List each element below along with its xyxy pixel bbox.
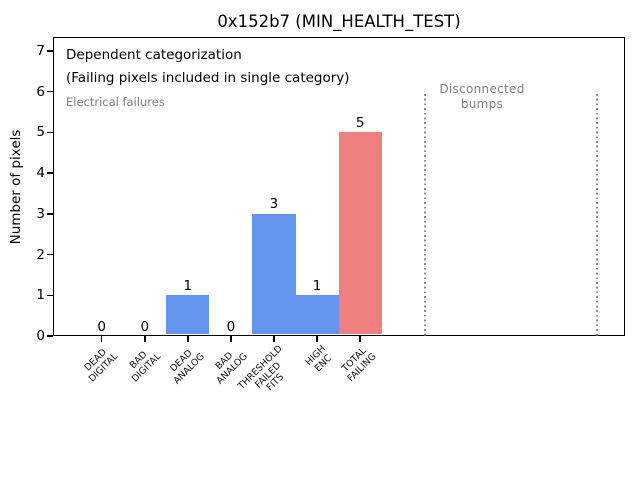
y-tick-label: 1 bbox=[36, 287, 45, 304]
x-tick-label: DEAD DIGITAL bbox=[82, 346, 121, 385]
y-tick-mark bbox=[46, 50, 53, 52]
bar bbox=[338, 132, 382, 335]
annotation-disconnected-bumps: Disconnected bumps bbox=[439, 82, 525, 111]
y-tick-label: 2 bbox=[36, 246, 45, 263]
y-tick-label: 4 bbox=[36, 165, 45, 182]
annotation-dependent-categorization: Dependent categorization bbox=[66, 47, 242, 63]
y-axis-label: Number of pixels bbox=[8, 129, 24, 245]
x-tick-mark bbox=[316, 336, 318, 342]
bar-value-label: 5 bbox=[355, 114, 365, 131]
bar-value-label: 0 bbox=[97, 318, 106, 335]
y-tick-label: 0 bbox=[36, 328, 45, 344]
x-tick-mark bbox=[359, 336, 361, 342]
y-tick-mark bbox=[46, 172, 53, 174]
annotation-failing-pixels-note: (Failing pixels included in single categ… bbox=[66, 70, 350, 86]
bar-value-label: 1 bbox=[312, 277, 322, 294]
divider-dotted-line bbox=[596, 94, 598, 336]
y-tick-mark bbox=[46, 294, 53, 297]
x-tick-label: DEAD ANALOG bbox=[167, 347, 207, 387]
x-tick-mark bbox=[187, 336, 189, 342]
y-tick-mark bbox=[46, 213, 53, 215]
x-tick-label: TOTAL FAILING bbox=[340, 345, 379, 384]
bar-value-label: 3 bbox=[269, 196, 279, 213]
y-tick-label: 5 bbox=[36, 124, 45, 141]
x-tick-label: BAD DIGITAL bbox=[128, 349, 164, 385]
y-tick-label: 6 bbox=[36, 83, 45, 100]
bar bbox=[166, 295, 210, 335]
bar bbox=[295, 295, 339, 335]
y-tick-mark bbox=[46, 131, 53, 134]
divider-dotted-line bbox=[423, 94, 426, 336]
annotation-electrical-failures: Electrical failures bbox=[66, 95, 165, 109]
x-tick-mark bbox=[100, 336, 103, 342]
y-tick-label: 7 bbox=[36, 42, 45, 59]
y-tick-mark bbox=[46, 253, 53, 256]
x-tick-mark bbox=[230, 336, 232, 342]
x-tick-label: HIGH ENC bbox=[303, 343, 334, 374]
bar bbox=[252, 213, 296, 335]
x-tick-mark bbox=[144, 336, 146, 342]
y-tick-mark bbox=[46, 335, 53, 337]
chart-title: 0x152b7 (MIN_HEALTH_TEST) bbox=[217, 12, 461, 31]
bar-value-label: 0 bbox=[140, 318, 150, 335]
y-tick-mark bbox=[46, 90, 53, 93]
x-tick-mark bbox=[273, 336, 275, 342]
bar-value-label: 1 bbox=[183, 277, 193, 294]
y-tick-label: 3 bbox=[36, 205, 45, 222]
bar-value-label: 0 bbox=[226, 318, 236, 335]
x-tick-label: THRESHOLD FAILED FITS bbox=[236, 343, 287, 394]
